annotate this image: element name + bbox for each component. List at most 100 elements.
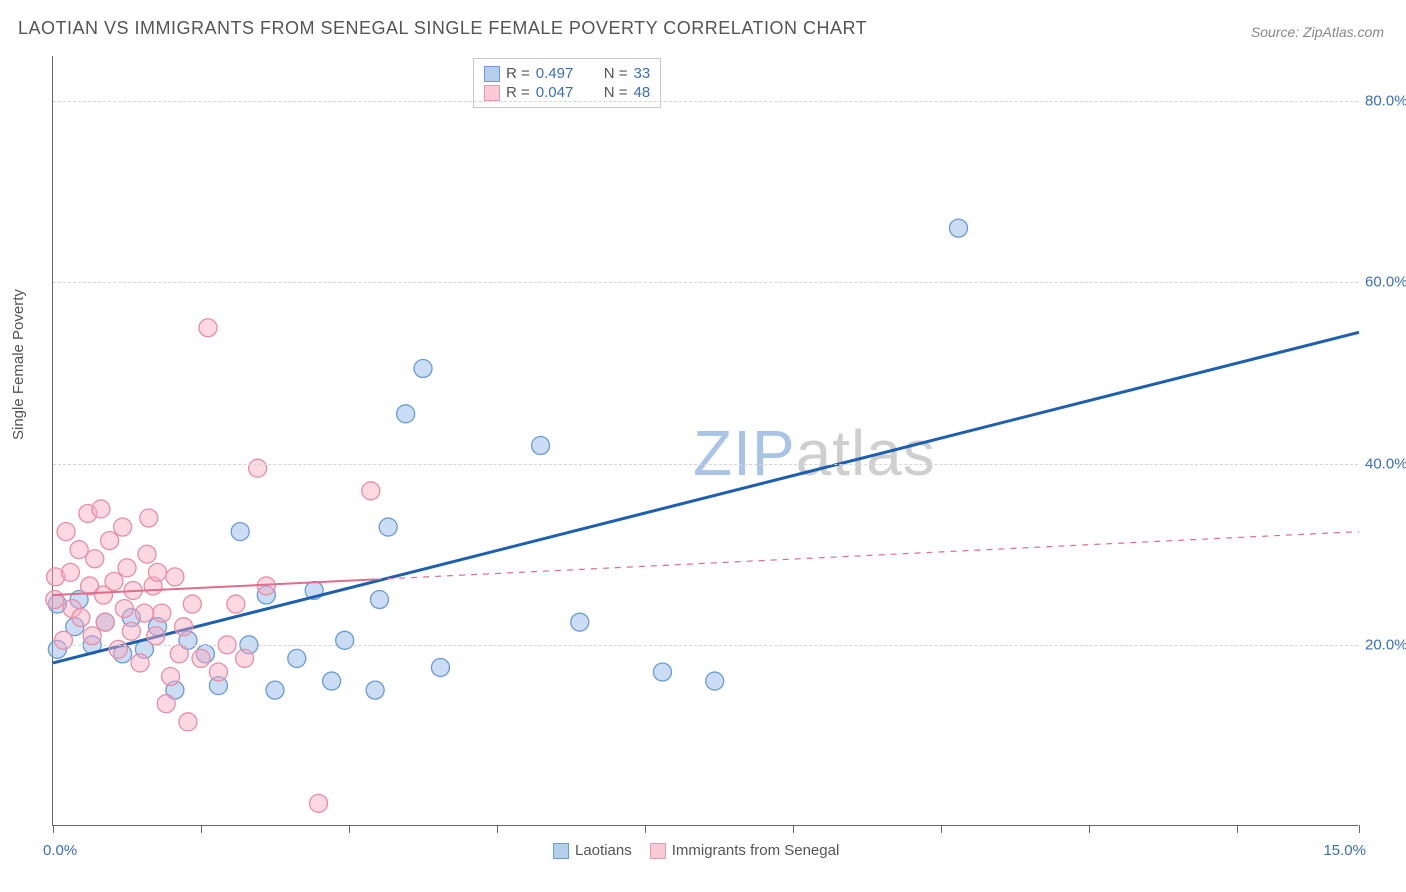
x-tick (645, 825, 646, 833)
y-tick-label: 60.0% (1365, 274, 1406, 291)
y-tick-label: 20.0% (1365, 636, 1406, 653)
data-point (175, 618, 193, 636)
data-point (362, 482, 380, 500)
data-point (138, 545, 156, 563)
data-point (231, 523, 249, 541)
data-point (310, 794, 328, 812)
grid-line (53, 645, 1358, 646)
data-point (70, 541, 88, 559)
legend-r-value: 0.047 (536, 84, 588, 101)
x-tick (349, 825, 350, 833)
x-tick (1237, 825, 1238, 833)
legend-item: Laotians (553, 842, 632, 859)
data-point (157, 695, 175, 713)
data-point (135, 604, 153, 622)
data-point (706, 672, 724, 690)
data-point (366, 681, 384, 699)
data-point (162, 668, 180, 686)
data-point (431, 658, 449, 676)
x-tick (941, 825, 942, 833)
data-point (166, 568, 184, 586)
data-point (122, 622, 140, 640)
series-legend: Laotians Immigrants from Senegal (553, 842, 839, 859)
data-point (72, 609, 90, 627)
legend-label: Immigrants from Senegal (672, 842, 840, 859)
data-point (397, 405, 415, 423)
x-tick (1089, 825, 1090, 833)
x-tick (793, 825, 794, 833)
legend-row: R = 0.047 N = 48 (484, 84, 650, 101)
data-point (105, 572, 123, 590)
data-point (96, 613, 114, 631)
data-point (179, 713, 197, 731)
legend-item: Immigrants from Senegal (650, 842, 840, 859)
data-point (571, 613, 589, 631)
data-point (115, 600, 133, 618)
data-point (236, 649, 254, 667)
trend-line-extrapolated (375, 532, 1359, 580)
data-point (57, 523, 75, 541)
legend-text: N = (604, 65, 628, 82)
y-axis-label: Single Female Poverty (10, 289, 27, 440)
data-point (54, 631, 72, 649)
x-tick (53, 825, 54, 833)
source-credit: Source: ZipAtlas.com (1251, 24, 1384, 40)
scatter-chart (53, 56, 1359, 826)
legend-text: R = (506, 84, 530, 101)
grid-line (53, 464, 1358, 465)
legend-n-value: 48 (634, 84, 651, 101)
data-point (118, 559, 136, 577)
data-point (140, 509, 158, 527)
data-point (131, 654, 149, 672)
data-point (199, 319, 217, 337)
plot-area: ZIPatlas R =0.497N =33R =0.047N =48 Laot… (52, 56, 1358, 826)
data-point (147, 627, 165, 645)
legend-text: R = (506, 65, 530, 82)
x-tick (497, 825, 498, 833)
x-axis-max-label: 15.0% (1323, 842, 1366, 859)
legend-row: R = 0.497 N = 33 (484, 65, 650, 82)
trend-line (53, 332, 1359, 663)
data-point (288, 649, 306, 667)
data-point (101, 532, 119, 550)
data-point (379, 518, 397, 536)
data-point (336, 631, 354, 649)
data-point (323, 672, 341, 690)
data-point (61, 563, 79, 581)
data-point (46, 591, 64, 609)
x-tick (1359, 825, 1360, 833)
data-point (86, 550, 104, 568)
x-tick (201, 825, 202, 833)
data-point (92, 500, 110, 518)
legend-swatch (650, 843, 666, 859)
data-point (83, 627, 101, 645)
data-point (153, 604, 171, 622)
legend-swatch (484, 66, 500, 82)
data-point (371, 591, 389, 609)
data-point (949, 219, 967, 237)
data-point (209, 663, 227, 681)
legend-n-value: 33 (634, 65, 651, 82)
legend-swatch (553, 843, 569, 859)
legend-label: Laotians (575, 842, 632, 859)
data-point (183, 595, 201, 613)
data-point (170, 645, 188, 663)
data-point (532, 437, 550, 455)
data-point (114, 518, 132, 536)
data-point (249, 459, 267, 477)
legend-swatch (484, 85, 500, 101)
data-point (148, 563, 166, 581)
legend-r-value: 0.497 (536, 65, 588, 82)
y-tick-label: 80.0% (1365, 93, 1406, 110)
x-axis-min-label: 0.0% (43, 842, 77, 859)
data-point (266, 681, 284, 699)
data-point (192, 649, 210, 667)
chart-title: LAOTIAN VS IMMIGRANTS FROM SENEGAL SINGL… (18, 18, 867, 39)
grid-line (53, 282, 1358, 283)
y-tick-label: 40.0% (1365, 455, 1406, 472)
data-point (227, 595, 245, 613)
data-point (414, 360, 432, 378)
data-point (653, 663, 671, 681)
data-point (109, 640, 127, 658)
legend-text: N = (604, 84, 628, 101)
